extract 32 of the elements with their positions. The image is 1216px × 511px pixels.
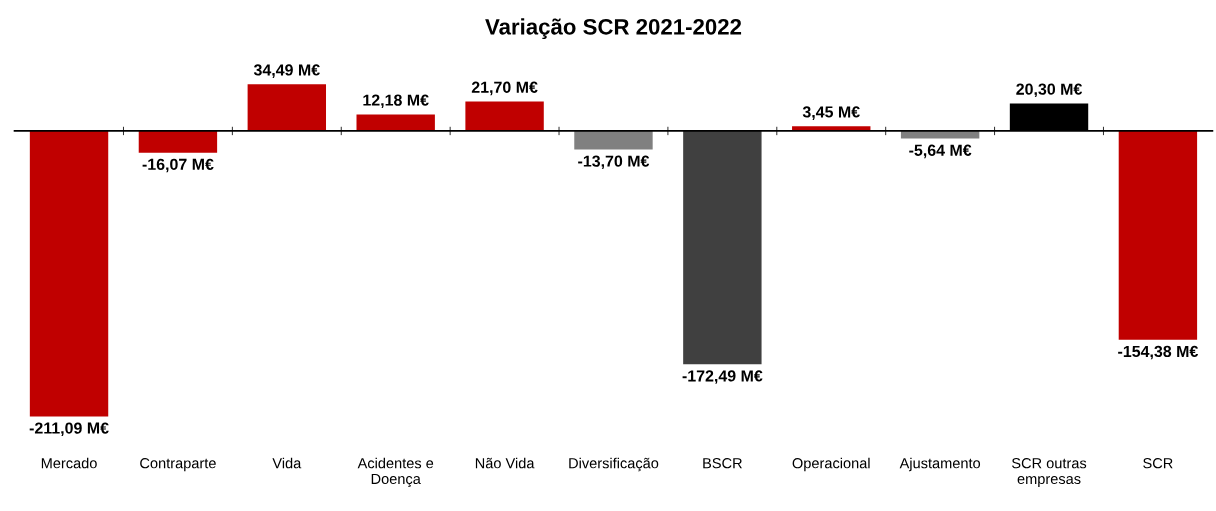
data-label: -154,38 M€ [1118,345,1199,360]
data-label: 20,30 M€ [1016,83,1083,98]
bar [574,130,653,150]
x-tick-label: Acidentes e Doença [357,457,434,488]
bar [356,114,435,131]
bar [29,130,109,417]
bar [1118,130,1198,340]
data-label: -16,07 M€ [142,158,214,173]
x-tick-label: Não Vida [475,457,535,469]
x-tick-label: BSCR [703,458,742,469]
x-tick-label: Ajustamento [899,457,981,472]
data-label: -172,49 M€ [682,370,763,384]
x-tick-label: Vida [272,457,302,469]
bar [683,130,762,365]
bar [138,130,218,153]
x-tick-label: Diversificação [569,457,659,472]
x-tick-label: SCR outras empresas [1012,458,1087,487]
x-tick-label: SCR [1143,458,1173,469]
bar [247,84,327,131]
data-label: 34,49 M€ [253,64,320,78]
data-label: -211,09 M€ [29,422,109,437]
bar [900,130,980,139]
data-label: 12,18 M€ [363,94,429,109]
data-label: 3,45 M€ [802,106,860,120]
chart-title: Variação SCR 2021-2022 [485,18,742,40]
data-label: -5,64 M€ [909,144,972,159]
x-tick-label: Operacional [792,457,870,472]
x-tick-label: Contraparte [140,458,216,472]
bar [465,101,544,131]
data-label: 21,70 M€ [471,81,538,96]
x-tick-label: Mercado [41,457,97,469]
data-label: -13,70 M€ [578,155,650,170]
